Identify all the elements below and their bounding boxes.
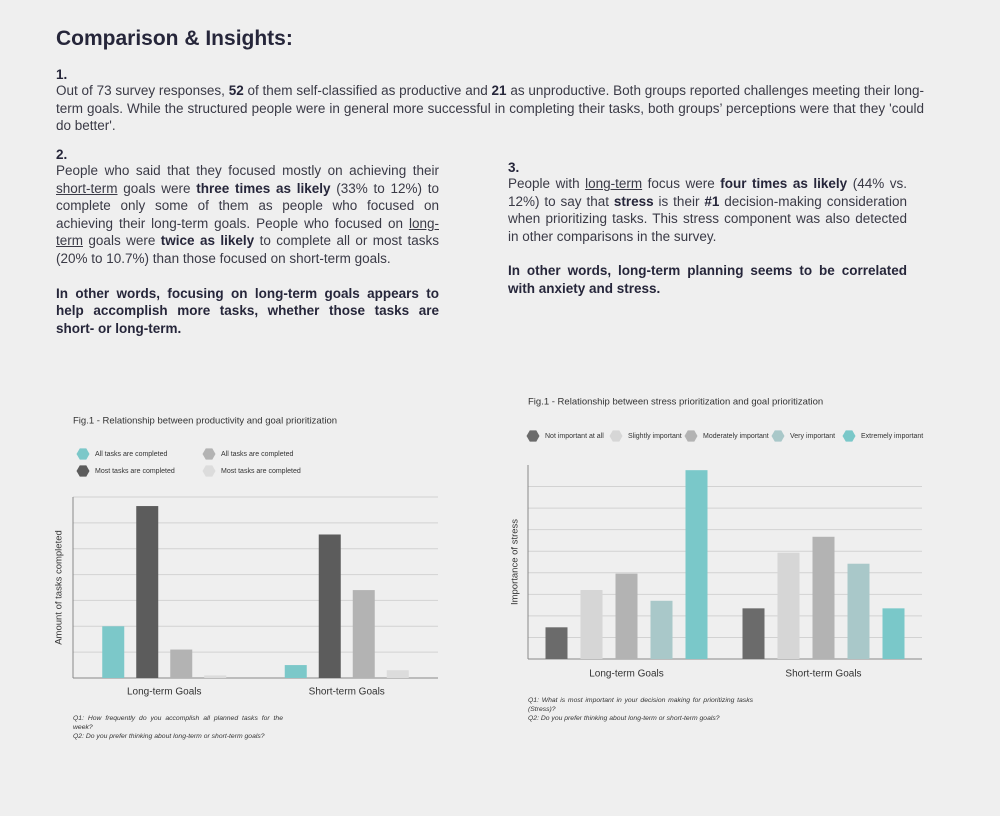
text-run: 21	[491, 83, 507, 98]
paragraph: In other words, focusing on long-term go…	[56, 285, 439, 338]
chart-title: Fig.1 - Relationship between productivit…	[73, 416, 337, 427]
x-tick-label: Long-term Goals	[127, 687, 201, 698]
bar	[545, 627, 568, 659]
x-tick-label: Short-term Goals	[785, 669, 861, 680]
legend-label: Not important at all	[545, 433, 604, 440]
legend-label: Very important	[790, 433, 835, 440]
section: 1. Out of 73 survey responses, 52 of them…	[56, 67, 924, 135]
legend-marker	[76, 465, 90, 477]
legend-marker	[202, 448, 216, 460]
text-run: twice as likely	[160, 233, 255, 249]
footnotes: Q1: How frequently do you accomplish all…	[73, 715, 283, 741]
bar	[580, 590, 603, 659]
bar	[742, 608, 765, 659]
text-run: People who said that they focused mostly…	[56, 163, 439, 178]
footnote: Q1: What is most important in your decis…	[528, 697, 753, 713]
legend-label: Most tasks are completed	[95, 468, 175, 475]
legend-marker	[76, 448, 90, 460]
legend-label: All tasks are completed	[95, 451, 167, 458]
legend-marker	[771, 430, 785, 442]
section-number: 1.	[56, 67, 68, 82]
paragraph: In other words, long-term planning seems…	[508, 262, 907, 297]
text-run: People with	[508, 176, 586, 191]
section: 3. People with long-term focus were four …	[508, 160, 907, 298]
text-run: long-term	[56, 215, 439, 249]
section-number: 3.	[508, 160, 520, 175]
text-run: #1	[704, 193, 720, 209]
text-run: is their	[653, 193, 705, 209]
legend-label: Moderately important	[703, 433, 769, 440]
y-axis-label: Importance of stress	[510, 519, 521, 605]
text-run: focus were	[642, 176, 721, 191]
chart-title: Fig.1 - Relationship between stress prio…	[528, 397, 823, 408]
text-run: 52	[228, 83, 244, 98]
text-run: goals were	[117, 180, 197, 196]
text-run: In other words, long-term planning seems…	[508, 263, 907, 296]
bar	[882, 608, 905, 659]
legend-label: Slightly important	[628, 433, 682, 440]
y-axis-label: Amount of tasks completed	[54, 530, 65, 645]
legend-marker	[684, 430, 698, 442]
text-run: of them self-classified as productive an…	[243, 83, 492, 98]
x-tick-label: Long-term Goals	[589, 669, 663, 680]
footnote: Q2: Do you prefer thinking about long-te…	[73, 732, 265, 740]
text-run: decision-making consideration when prior…	[508, 193, 907, 244]
bar	[777, 552, 800, 659]
footnote: Q2: Do you prefer thinking about long-te…	[528, 714, 720, 722]
bar	[204, 675, 227, 678]
text-run: In other words, focusing on long-term go…	[56, 285, 439, 336]
bar	[102, 626, 125, 678]
page-title: Comparison & Insights:	[56, 27, 293, 50]
bar	[685, 470, 708, 659]
paragraph: Out of 73 survey responses, 52 of them s…	[56, 82, 924, 135]
text-run: to complete all or most tasks (20% to 10…	[56, 233, 439, 266]
bar	[170, 649, 193, 678]
bar	[136, 506, 159, 678]
text-run: as unproductive. Both groups reported ch…	[56, 83, 924, 134]
footnote: Q1: How frequently do you accomplish all…	[73, 715, 283, 731]
bar	[318, 534, 341, 678]
bar	[650, 600, 673, 659]
legend-label: All tasks are completed	[221, 451, 293, 458]
text-run: (44% vs. 12%) to say that	[508, 176, 907, 209]
text-run: (33% to 12%) to complete only some of th…	[56, 180, 439, 231]
bar	[352, 590, 375, 678]
bar	[284, 665, 307, 678]
text-run: goals were	[83, 233, 161, 249]
legend-label: Most tasks are completed	[221, 468, 301, 475]
legend-label: Extremely important	[861, 433, 923, 440]
text-run: stress	[613, 193, 654, 209]
paragraph: People with long-term focus were four ti…	[508, 175, 907, 245]
text-run: three times as likely	[196, 180, 331, 196]
text-run: Out of 73 survey responses,	[56, 83, 229, 98]
legend-marker	[609, 430, 623, 442]
paragraph: People who said that they focused mostly…	[56, 162, 439, 268]
legend-marker	[526, 430, 540, 442]
bar	[386, 670, 409, 678]
text-run: short-term	[56, 180, 118, 196]
bar	[615, 573, 638, 659]
bar	[847, 563, 870, 659]
legend-marker	[202, 465, 216, 477]
text-run: four times as likely	[720, 176, 848, 191]
bar	[812, 536, 835, 659]
text-run: long-term	[585, 176, 643, 191]
x-tick-label: Short-term Goals	[309, 687, 385, 698]
footnotes: Q1: What is most important in your decis…	[528, 697, 753, 723]
section-number: 2.	[56, 147, 68, 162]
legend-marker	[842, 430, 856, 442]
section: 2. People who said that they focused most…	[56, 147, 439, 337]
